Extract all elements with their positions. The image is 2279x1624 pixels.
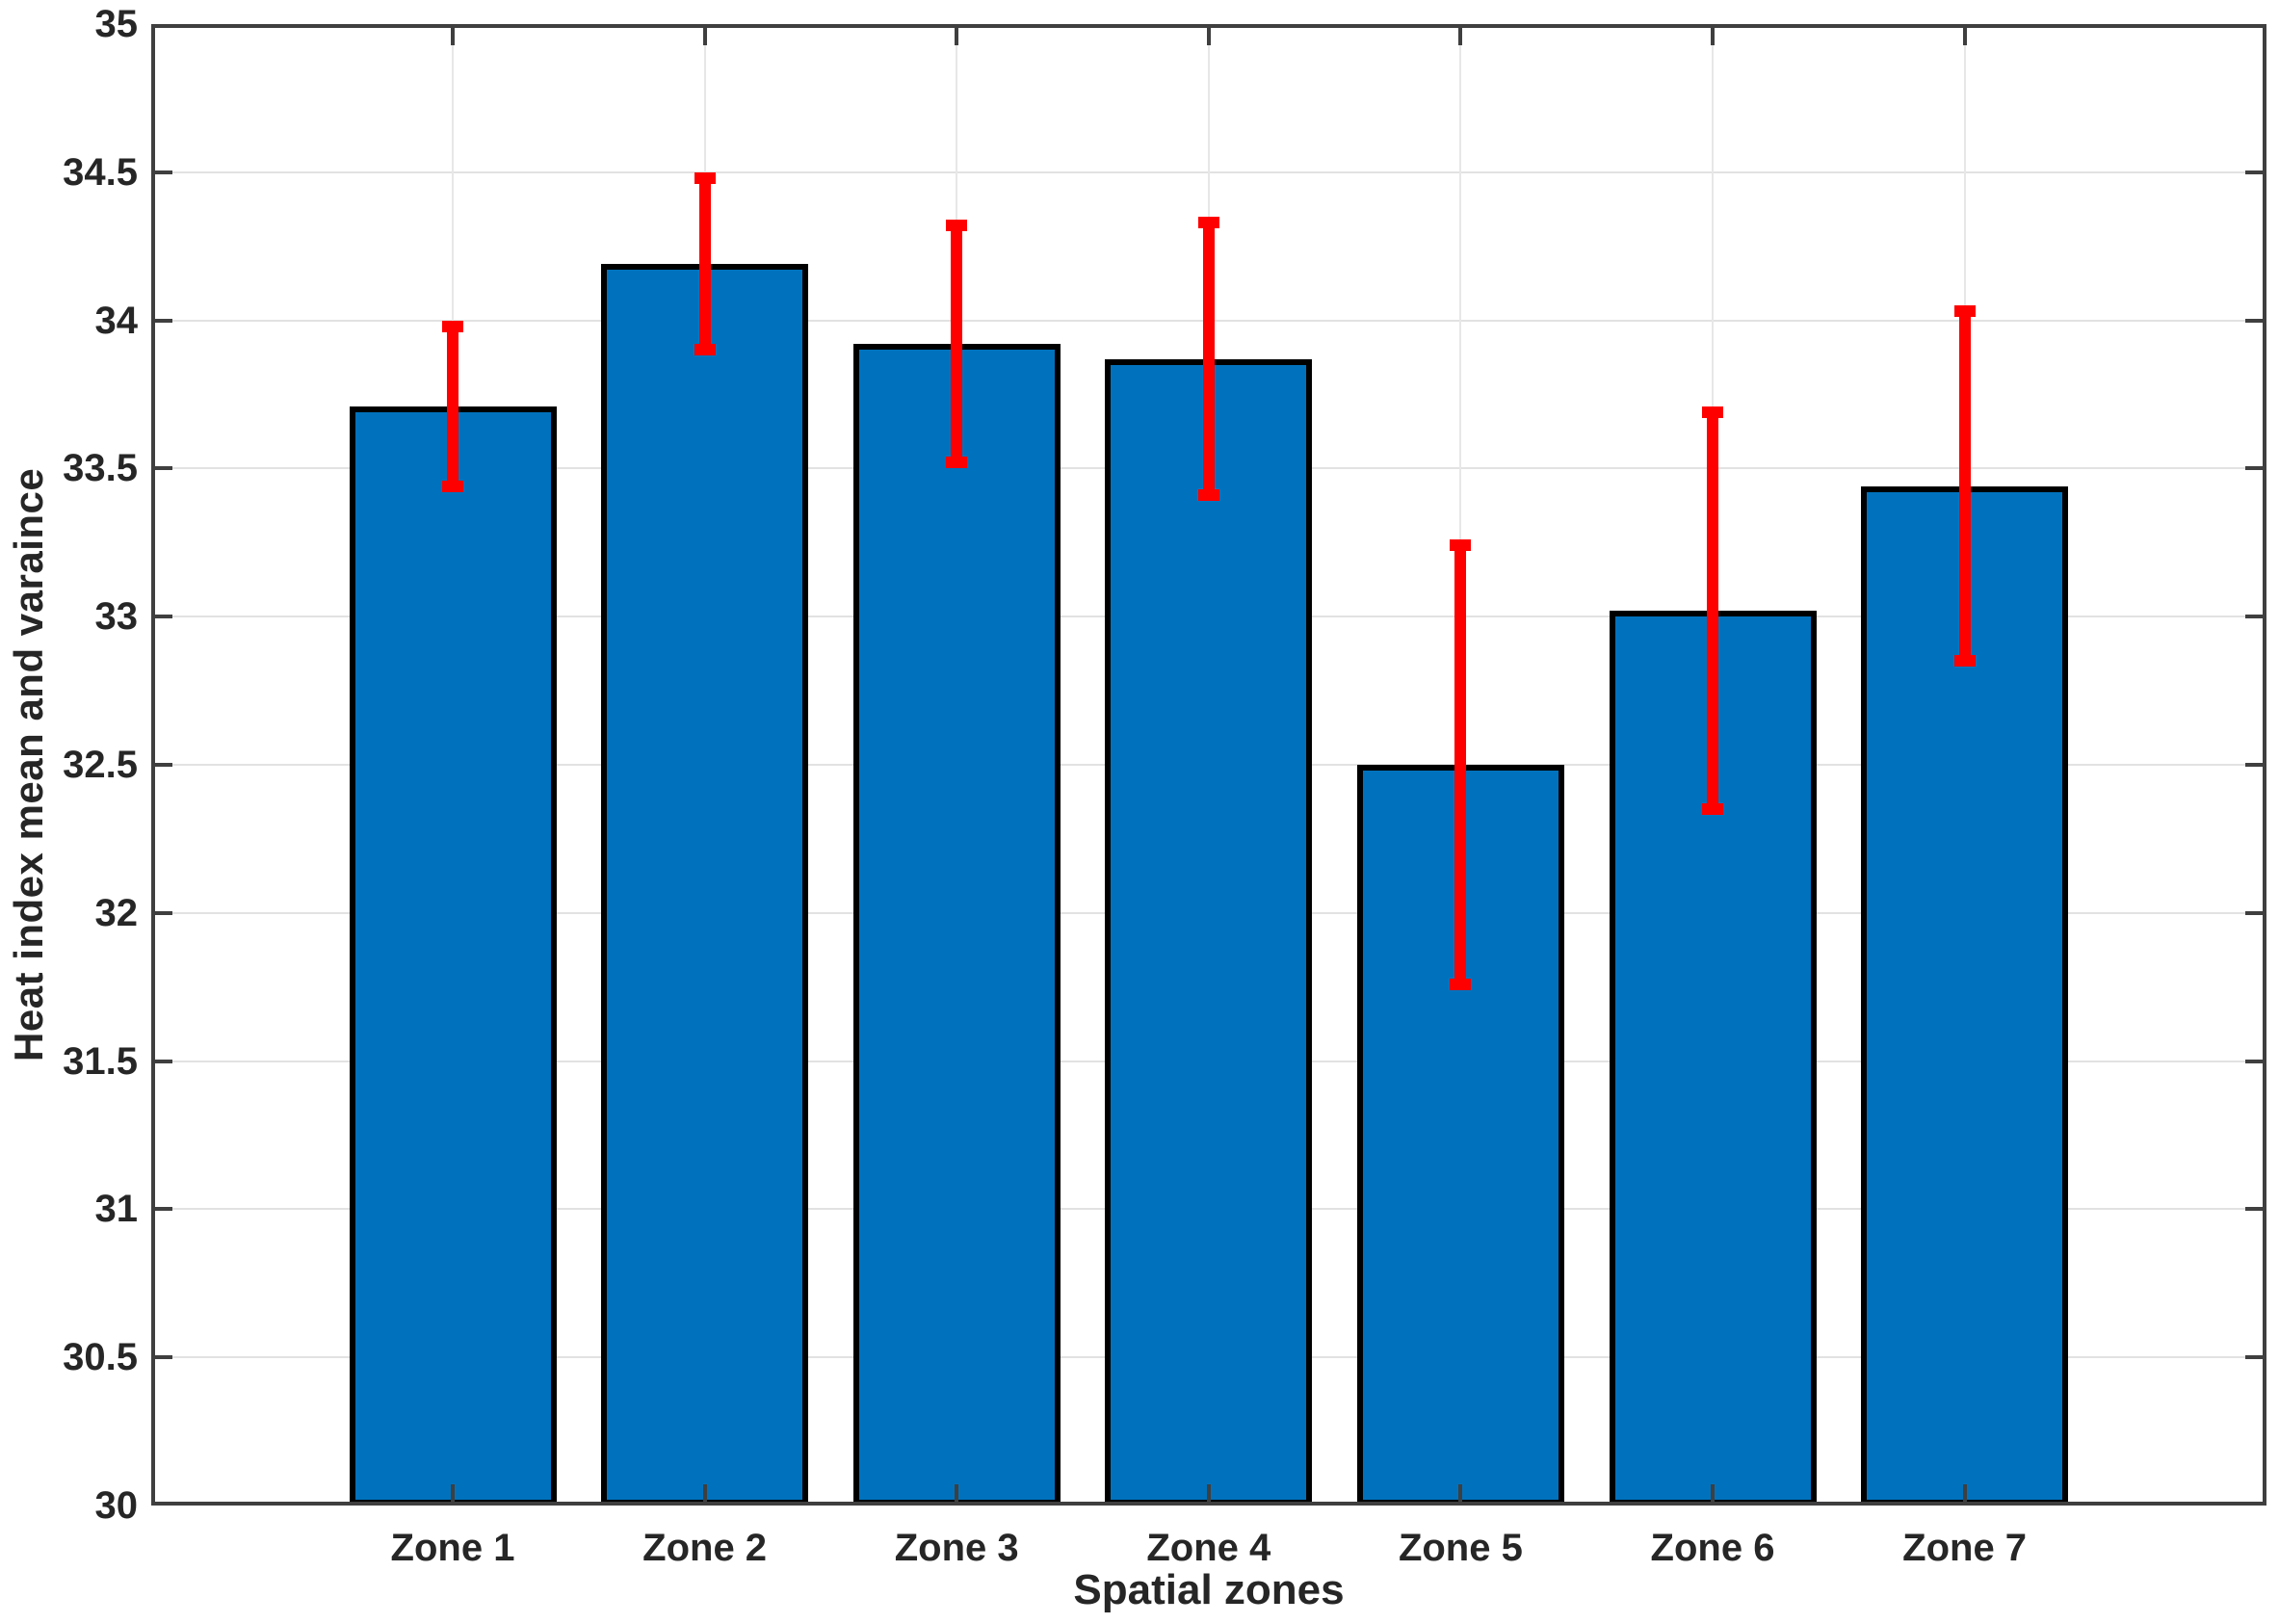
y-tick-label-31: 31 <box>94 1188 139 1231</box>
x-tick-bottom-6 <box>1711 1484 1715 1506</box>
x-tick-top-2 <box>702 24 707 45</box>
y-tick-label-35: 35 <box>94 3 139 45</box>
x-tick-bottom-4 <box>1206 1484 1211 1506</box>
errorbar-line-4 <box>1202 223 1215 496</box>
errorbar-cap-bottom-1 <box>442 480 463 492</box>
x-tick-top-7 <box>1962 24 1967 45</box>
errorbar-cap-bottom-6 <box>1702 803 1723 816</box>
errorbar-cap-top-5 <box>1450 539 1472 552</box>
errorbar-line-3 <box>951 225 963 463</box>
y-tick-label-34.5: 34.5 <box>63 150 138 194</box>
errorbar-cap-top-1 <box>442 320 463 332</box>
x-tick-top-5 <box>1458 24 1463 45</box>
y-tick-label-34: 34 <box>94 299 139 342</box>
y-tick-left-33 <box>151 615 172 619</box>
x-tick-label-7: Zone 7 <box>1902 1527 2028 1569</box>
y-tick-left-31 <box>151 1207 172 1212</box>
errorbar-cap-bottom-2 <box>694 344 716 356</box>
bar-zone-1 <box>349 406 557 1506</box>
y-tick-right-33 <box>2245 615 2266 619</box>
x-tick-top-6 <box>1711 24 1715 45</box>
y-tick-label-30.5: 30.5 <box>63 1336 138 1379</box>
bar-zone-3 <box>852 344 1061 1506</box>
y-tick-left-30.5 <box>151 1355 172 1360</box>
y-tick-right-31.5 <box>2245 1059 2266 1063</box>
errorbar-cap-bottom-3 <box>946 457 968 469</box>
y-tick-label-33.5: 33.5 <box>63 447 138 490</box>
y-tick-right-30.5 <box>2245 1355 2266 1360</box>
errorbar-cap-top-3 <box>946 220 968 232</box>
y-tick-right-32.5 <box>2245 763 2266 767</box>
errorbar-line-2 <box>698 177 711 351</box>
errorbar-line-7 <box>1958 311 1971 662</box>
y-tick-right-34.5 <box>2245 170 2266 174</box>
errorbar-cap-top-6 <box>1702 406 1723 418</box>
y-tick-label-32.5: 32.5 <box>63 744 138 786</box>
plot-area <box>151 24 2266 1506</box>
y-tick-left-34 <box>151 318 172 323</box>
y-tick-right-33.5 <box>2245 466 2266 471</box>
x-tick-label-1: Zone 1 <box>390 1527 515 1569</box>
errorbar-cap-bottom-7 <box>1953 655 1976 668</box>
y-tick-label-33: 33 <box>94 595 139 639</box>
y-tick-left-32.5 <box>151 763 172 767</box>
x-tick-top-3 <box>955 24 959 45</box>
x-tick-label-3: Zone 3 <box>894 1527 1019 1569</box>
bar-zone-2 <box>601 264 809 1506</box>
x-tick-bottom-7 <box>1962 1484 1967 1506</box>
bar-zone-4 <box>1105 358 1313 1506</box>
y-tick-right-31 <box>2245 1207 2266 1212</box>
errorbar-line-6 <box>1707 411 1718 810</box>
x-tick-label-4: Zone 4 <box>1146 1527 1271 1569</box>
errorbar-cap-top-7 <box>1953 305 1976 318</box>
y-tick-label-32: 32 <box>94 891 139 934</box>
y-tick-left-32 <box>151 910 172 915</box>
errorbar-cap-top-2 <box>694 171 716 184</box>
x-tick-label-6: Zone 6 <box>1650 1527 1775 1569</box>
x-tick-bottom-5 <box>1458 1484 1463 1506</box>
y-tick-left-31.5 <box>151 1059 172 1063</box>
x-axis-label: Spatial zones <box>1073 1566 1345 1613</box>
y-tick-label-31.5: 31.5 <box>63 1039 138 1083</box>
errorbar-line-5 <box>1454 545 1467 984</box>
y-tick-left-33.5 <box>151 466 172 471</box>
x-tick-top-1 <box>451 24 455 45</box>
x-tick-top-4 <box>1206 24 1211 45</box>
x-tick-bottom-2 <box>702 1484 707 1506</box>
y-tick-right-32 <box>2245 910 2266 915</box>
x-tick-bottom-3 <box>955 1484 959 1506</box>
y-tick-label-30: 30 <box>94 1484 139 1527</box>
errorbar-line-1 <box>447 326 458 486</box>
errorbar-cap-bottom-4 <box>1197 489 1219 502</box>
x-tick-label-2: Zone 2 <box>642 1527 768 1569</box>
y-tick-right-34 <box>2245 318 2266 323</box>
errorbar-cap-bottom-5 <box>1450 978 1472 990</box>
x-tick-label-5: Zone 5 <box>1398 1527 1523 1569</box>
y-tick-left-34.5 <box>151 170 172 174</box>
errorbar-cap-top-4 <box>1197 217 1219 229</box>
x-tick-bottom-1 <box>451 1484 455 1506</box>
